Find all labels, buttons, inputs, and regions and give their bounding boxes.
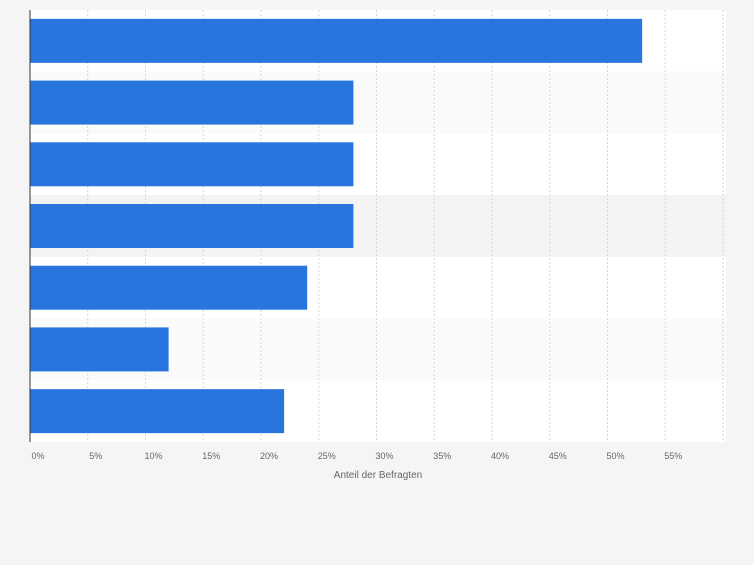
- bar[interactable]: [30, 389, 285, 434]
- bar[interactable]: [30, 142, 354, 187]
- x-tick-label: 5%: [89, 451, 102, 461]
- x-tick-label: 0%: [31, 451, 44, 461]
- x-tick-label: 30%: [375, 451, 393, 461]
- x-tick-label: 55%: [664, 451, 682, 461]
- x-axis-label: Anteil der Befragten: [334, 470, 422, 481]
- x-tick-label: 10%: [144, 451, 162, 461]
- x-tick-label: 35%: [433, 451, 451, 461]
- x-tick-label: 45%: [549, 451, 567, 461]
- bar[interactable]: [30, 18, 643, 63]
- x-tick-label: 50%: [606, 451, 624, 461]
- bar[interactable]: [30, 204, 354, 248]
- x-tick-label: 40%: [491, 451, 509, 461]
- x-tick-label: 20%: [260, 451, 278, 461]
- x-tick-label: 25%: [318, 451, 336, 461]
- bar[interactable]: [30, 265, 308, 310]
- bar[interactable]: [30, 327, 169, 372]
- x-tick-label: 15%: [202, 451, 220, 461]
- bar[interactable]: [30, 80, 354, 125]
